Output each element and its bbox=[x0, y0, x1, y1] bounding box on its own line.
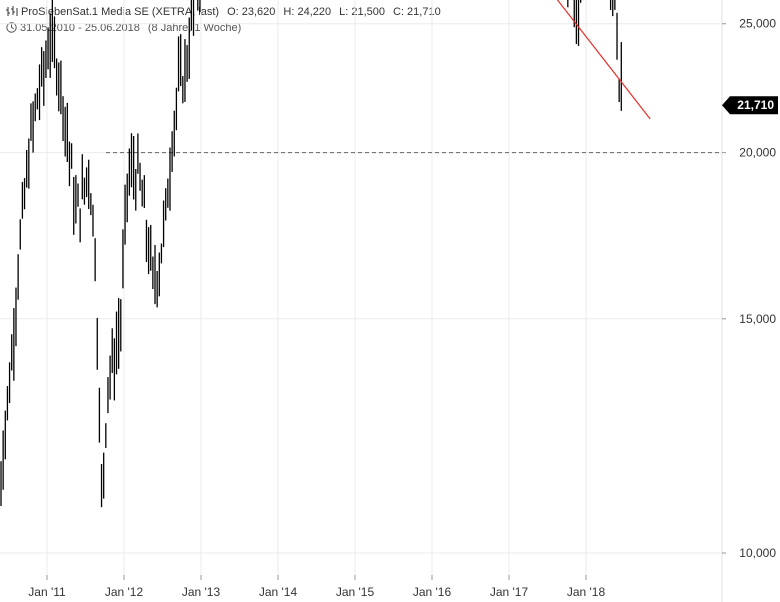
grid-lines bbox=[0, 0, 723, 602]
y-tick-label: 20,000 bbox=[739, 146, 776, 160]
last-price-label: 21,710 bbox=[737, 98, 774, 112]
instrument-name: ProSiebenSat.1 Media SE (XETRA, last) bbox=[21, 6, 220, 18]
last-price-tag: 21,710 bbox=[722, 96, 778, 115]
x-tick-label: Jan '12 bbox=[105, 585, 144, 599]
x-tick-label: Jan '16 bbox=[413, 585, 452, 599]
close-value: C: 21,710 bbox=[393, 6, 441, 18]
y-axis-ticks: 10,00015,00020,00025,00030,00035,00040,0… bbox=[722, 17, 776, 560]
period-label: (8 Jahre, 1 Woche) bbox=[147, 22, 242, 34]
y-tick-label: 15,000 bbox=[739, 312, 776, 326]
x-tick-label: Jan '13 bbox=[182, 585, 221, 599]
price-bars bbox=[0, 0, 622, 508]
clock-icon bbox=[6, 22, 17, 36]
x-tick-label: Jan '14 bbox=[259, 585, 298, 599]
trendlines bbox=[556, 0, 651, 120]
x-axis-ticks: Jan '11 Jan '12 Jan '13 Jan '14 Jan '15 Jan '… bbox=[28, 575, 605, 599]
y-tick-label: 10,000 bbox=[739, 546, 776, 560]
candlestick-icon bbox=[6, 6, 18, 20]
x-tick-label: Jan '18 bbox=[567, 585, 606, 599]
high-value: H: 24,220 bbox=[283, 6, 332, 18]
x-tick-label: Jan '11 bbox=[28, 585, 66, 599]
chart-header: ProSiebenSat.1 Media SE (XETRA, last) O: … bbox=[6, 6, 441, 20]
y-tick-label: 25,000 bbox=[739, 17, 776, 31]
open-value: O: 23,620 bbox=[227, 6, 276, 18]
x-tick-label: Jan '17 bbox=[490, 585, 529, 599]
low-value: L: 21,500 bbox=[339, 6, 385, 18]
trendline bbox=[556, 0, 651, 120]
price-tag-box bbox=[722, 96, 778, 115]
x-tick-label: Jan '15 bbox=[336, 585, 375, 599]
